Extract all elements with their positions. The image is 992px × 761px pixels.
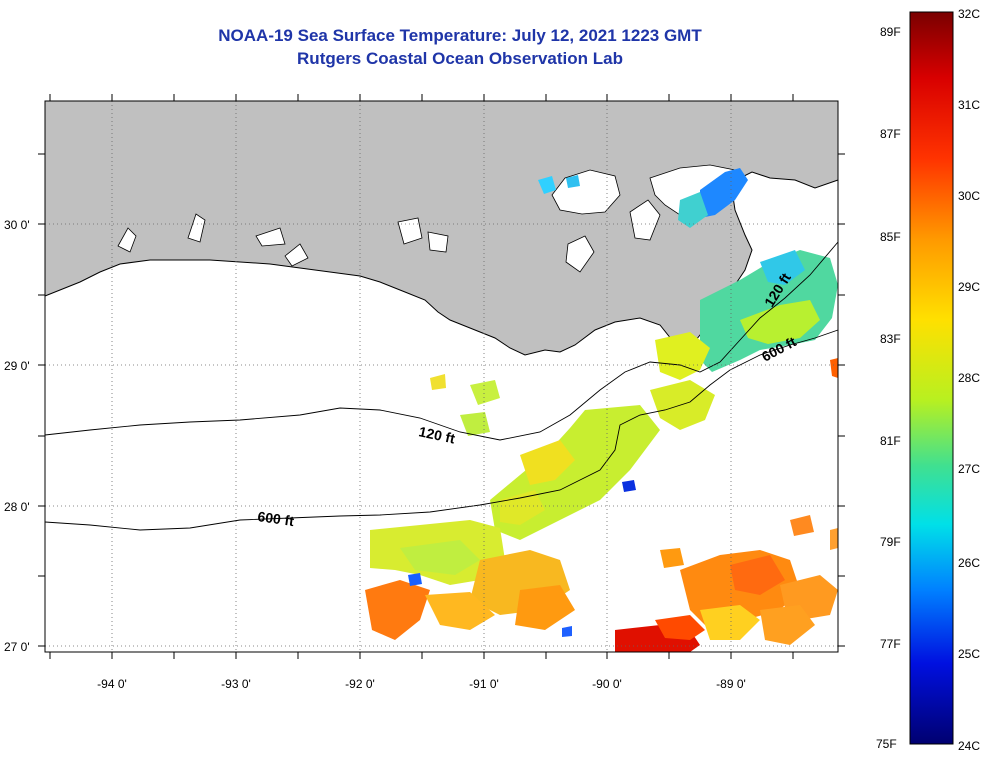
latitude-labels: 30 0' 29 0' 28 0' 27 0': [4, 218, 30, 654]
lon-label: -91 0': [469, 677, 499, 691]
lon-label: -94 0': [97, 677, 127, 691]
fahrenheit-label: 87F: [880, 127, 901, 141]
white-bay: [629, 199, 661, 241]
lat-label: 28 0': [4, 500, 30, 514]
white-bay: [255, 227, 286, 247]
contour-label-120ft: 120 ft: [417, 423, 456, 446]
contour-600ft-line: [44, 329, 839, 531]
lon-label: -93 0': [221, 677, 251, 691]
celsius-label: 28C: [958, 371, 980, 385]
tick-marks: [38, 94, 845, 659]
map-title: NOAA-19 Sea Surface Temperature: July 12…: [218, 26, 702, 45]
fahrenheit-label: 89F: [880, 25, 901, 39]
longitude-labels: -94 0' -93 0' -92 0' -91 0' -90 0' -89 0…: [97, 677, 746, 691]
celsius-label: 29C: [958, 280, 980, 294]
fahrenheit-label: 85F: [880, 230, 901, 244]
celsius-label: 27C: [958, 462, 980, 476]
white-bay: [565, 235, 595, 273]
white-bay: [284, 243, 309, 267]
celsius-label: 26C: [958, 556, 980, 570]
contour-label-600ft: 600 ft: [257, 508, 296, 529]
lat-label: 30 0': [4, 218, 30, 232]
white-bay: [187, 213, 206, 243]
white-bay: [427, 231, 449, 253]
white-bay: [117, 227, 137, 253]
lon-label: -92 0': [345, 677, 375, 691]
celsius-label: 24C: [958, 739, 980, 753]
lon-label: -89 0': [716, 677, 746, 691]
lat-label: 29 0': [4, 359, 30, 373]
map-frame: [44, 100, 839, 653]
celsius-label: 25C: [958, 647, 980, 661]
fahrenheit-label: 75F: [876, 737, 897, 751]
lon-label: -90 0': [592, 677, 622, 691]
fahrenheit-label: 83F: [880, 332, 901, 346]
fahrenheit-label: 77F: [880, 637, 901, 651]
colorbar: [909, 11, 954, 745]
celsius-label: 32C: [958, 7, 980, 21]
map-subtitle: Rutgers Coastal Ocean Observation Lab: [297, 49, 623, 68]
fahrenheit-label: 81F: [880, 434, 901, 448]
colorbar-fahrenheit-labels: 89F 87F 85F 83F 81F 79F 77F 75F: [876, 25, 901, 751]
lat-label: 27 0': [4, 640, 30, 654]
graticule: [45, 101, 838, 652]
colorbar-celsius-labels: 32C 31C 30C 29C 28C 27C 26C 25C 24C: [958, 7, 980, 753]
celsius-label: 31C: [958, 98, 980, 112]
contour-120ft-line: [44, 241, 839, 441]
celsius-label: 30C: [958, 189, 980, 203]
fahrenheit-label: 79F: [880, 535, 901, 549]
white-bay: [397, 217, 423, 245]
